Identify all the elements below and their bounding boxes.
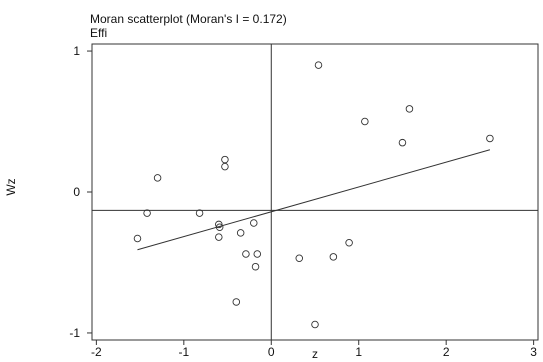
data-point bbox=[398, 138, 407, 147]
x-axis-label: z bbox=[312, 347, 318, 361]
y-tick-label: 0 bbox=[73, 185, 80, 199]
fit-line-group bbox=[137, 149, 491, 251]
data-points bbox=[133, 61, 494, 329]
x-tick-label: 1 bbox=[355, 345, 362, 359]
data-point bbox=[253, 250, 262, 258]
data-point bbox=[314, 61, 323, 69]
data-point bbox=[242, 250, 250, 258]
x-tick-label: -2 bbox=[91, 345, 102, 359]
x-tick-label: 2 bbox=[443, 345, 450, 359]
data-point bbox=[251, 262, 260, 271]
data-point bbox=[221, 162, 229, 171]
reference-lines bbox=[92, 44, 538, 340]
y-axis-ticks: -1 0 1 bbox=[69, 44, 92, 340]
data-point bbox=[405, 105, 414, 113]
data-point bbox=[250, 219, 258, 227]
plot-frame bbox=[91, 43, 539, 341]
data-point bbox=[221, 155, 229, 164]
data-point bbox=[143, 209, 151, 217]
fit-line bbox=[137, 149, 491, 251]
data-point bbox=[195, 209, 204, 217]
chart-subtitle: Effi bbox=[90, 26, 107, 40]
data-point bbox=[361, 117, 369, 126]
data-point bbox=[329, 253, 338, 261]
x-axis-ticks: -2 -1 0 1 2 3 bbox=[91, 340, 537, 359]
y-tick-label: -1 bbox=[69, 326, 80, 340]
data-point bbox=[295, 254, 304, 262]
data-point bbox=[215, 233, 223, 241]
data-point bbox=[153, 174, 162, 182]
x-tick-label: -1 bbox=[178, 345, 189, 359]
data-point bbox=[236, 229, 245, 237]
data-point bbox=[311, 320, 319, 329]
y-tick-label: 1 bbox=[73, 44, 80, 58]
data-point bbox=[133, 234, 142, 243]
data-point bbox=[345, 238, 353, 247]
x-tick-label: 0 bbox=[268, 345, 275, 359]
data-point bbox=[486, 134, 494, 143]
x-tick-label: 3 bbox=[530, 345, 537, 359]
data-point bbox=[232, 298, 241, 306]
data-point bbox=[215, 223, 224, 231]
chart-title: Moran scatterplot (Moran's I = 0.172) bbox=[90, 12, 287, 26]
y-axis-label: Wz bbox=[4, 178, 18, 195]
